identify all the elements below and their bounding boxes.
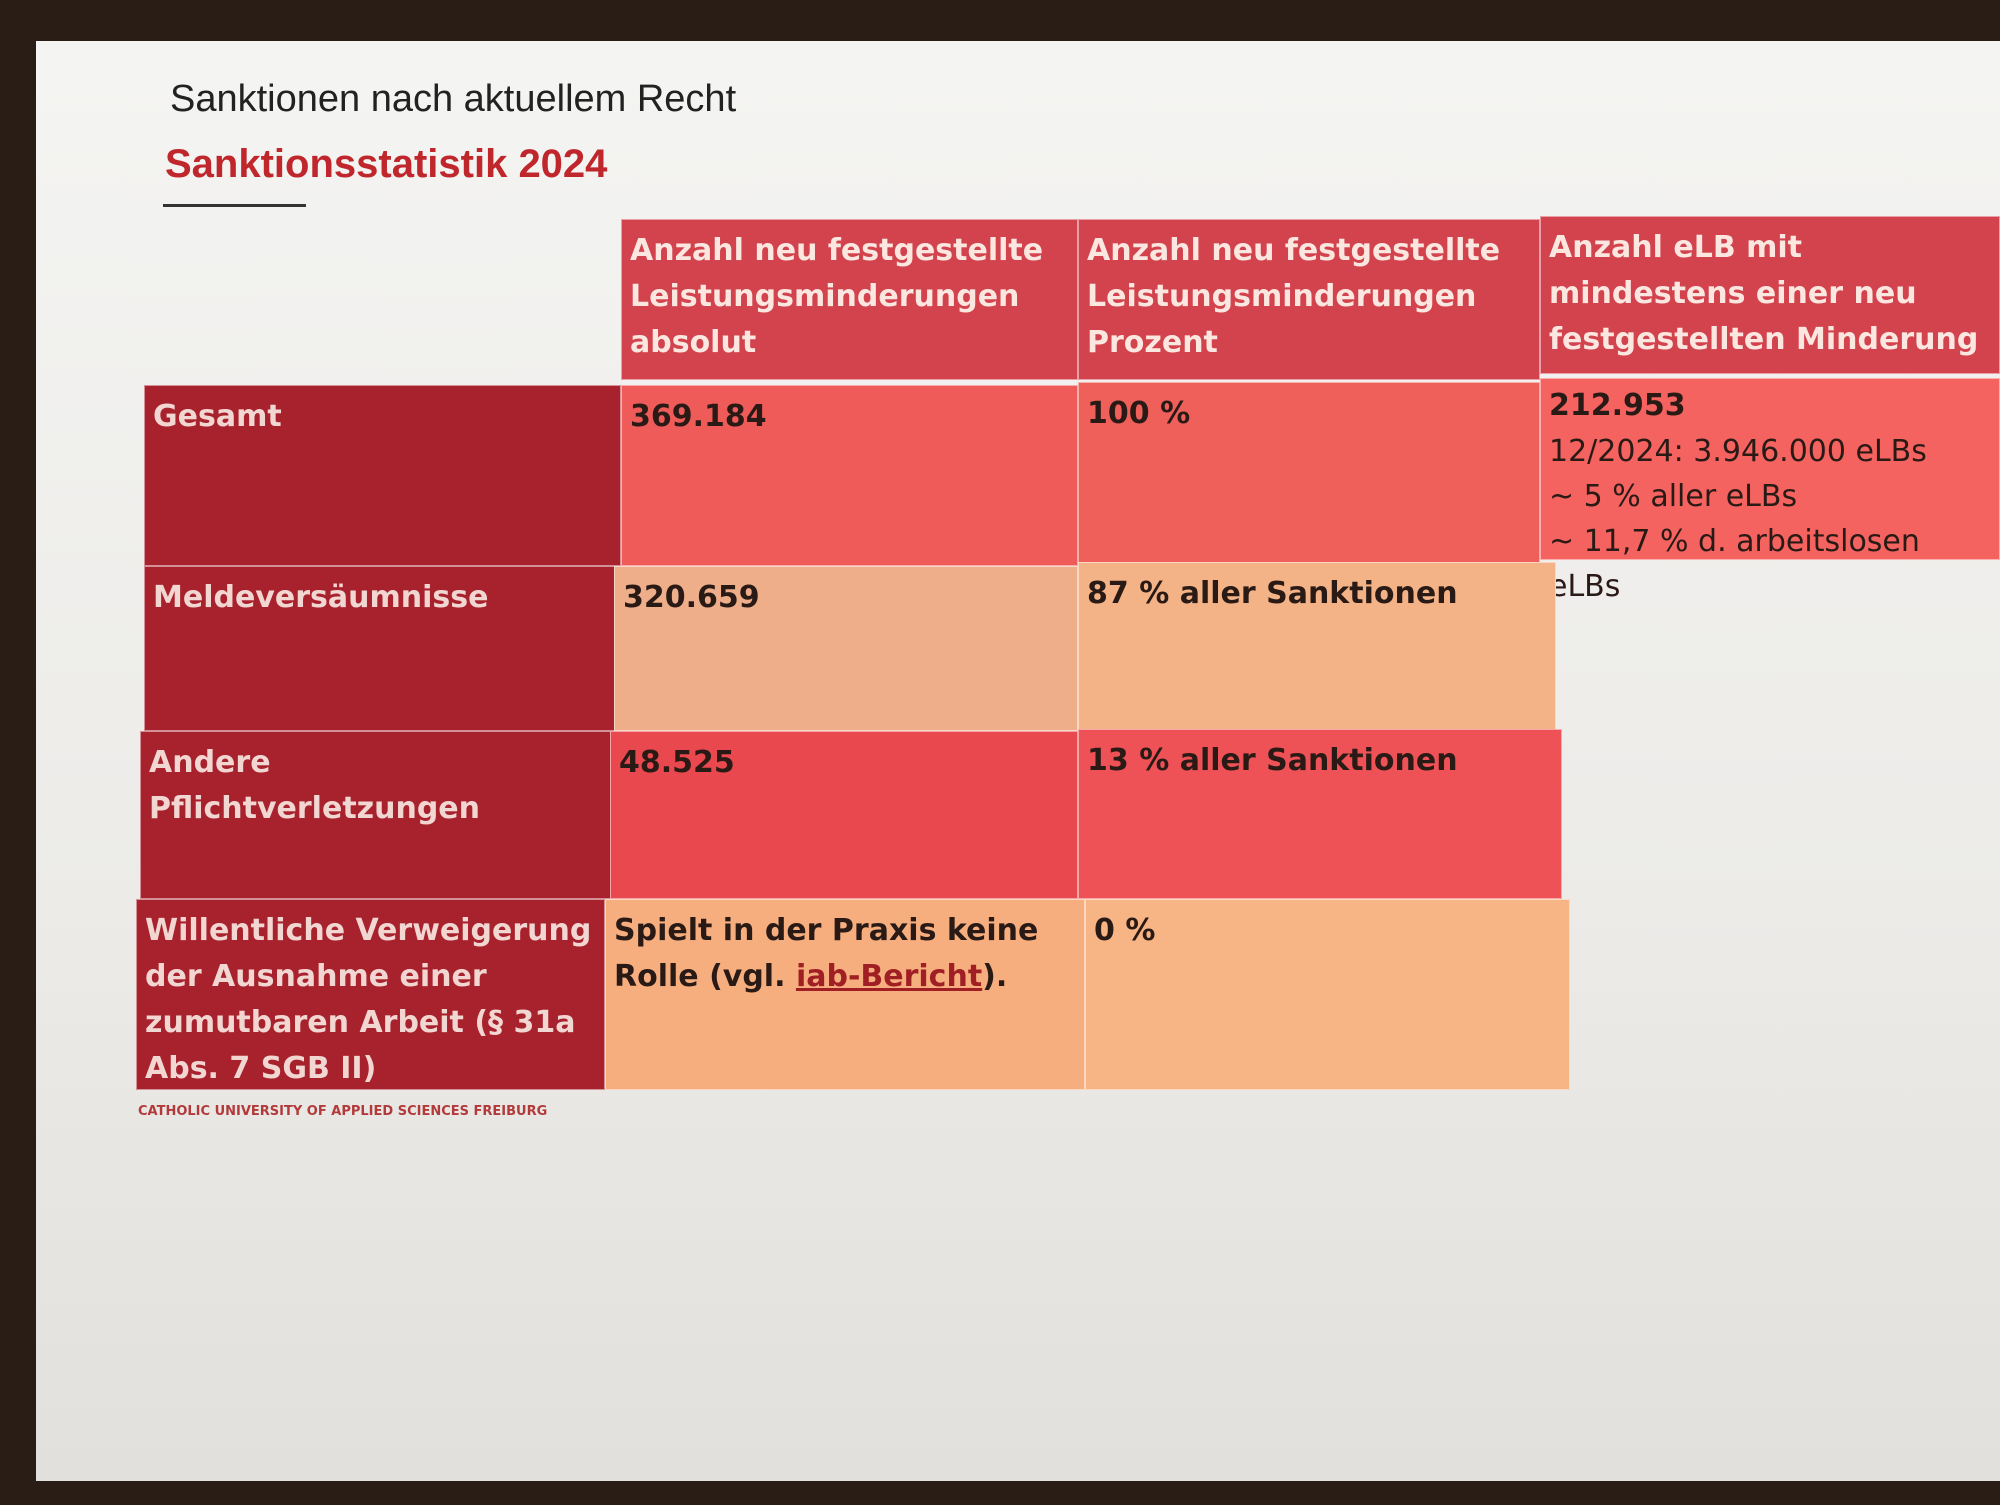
- cell: 320.659: [614, 566, 1078, 731]
- subtitle: Sanktionsstatistik 2024: [165, 142, 608, 186]
- row-label: Willentliche Verweigerung der Ausnahme e…: [136, 899, 605, 1090]
- cell: 369.184: [621, 385, 1078, 566]
- column-header: Anzahl eLB mit mindestens einer neu fest…: [1540, 216, 2000, 374]
- row-label: Meldeversäumnisse: [144, 566, 621, 731]
- cell: 87 % aller Sanktionen: [1078, 562, 1556, 731]
- cell-text: ).: [982, 959, 1008, 994]
- cell: 48.525: [610, 731, 1078, 899]
- cell-text: Spielt in der Praxis keine Rolle (vgl.: [614, 913, 1039, 994]
- row-label: Gesamt: [144, 385, 621, 566]
- cell: Spielt in der Praxis keine Rolle (vgl. i…: [605, 899, 1085, 1090]
- title: Sanktionen nach aktuellem Recht: [170, 78, 737, 120]
- footer: CATHOLIC UNIVERSITY OF APPLIED SCIENCES …: [138, 1104, 548, 1119]
- row-label: Andere Pflichtverletzungen: [140, 731, 614, 899]
- cell: 212.953 12/2024: 3.946.000 eLBs ~ 5 % al…: [1540, 378, 2000, 604]
- underline: [163, 204, 306, 207]
- column-header: Anzahl neu festgestellte Leistungsminder…: [621, 219, 1078, 380]
- cell-line: ~ 11,7 % d. arbeitslosen eLBs: [1549, 524, 1920, 604]
- cell-line: 12/2024: 3.946.000 eLBs: [1549, 434, 1927, 469]
- cell: 0 %: [1085, 899, 1570, 1090]
- link[interactable]: iab-Bericht: [795, 959, 983, 994]
- column-header: Anzahl neu festgestellte Leistungsminder…: [1078, 219, 1540, 380]
- cell: 13 % aller Sanktionen: [1078, 729, 1562, 899]
- cell-line: ~ 5 % aller eLBs: [1549, 479, 1798, 514]
- cell: 100 %: [1078, 382, 1540, 566]
- cell-line: 212.953: [1549, 388, 1686, 423]
